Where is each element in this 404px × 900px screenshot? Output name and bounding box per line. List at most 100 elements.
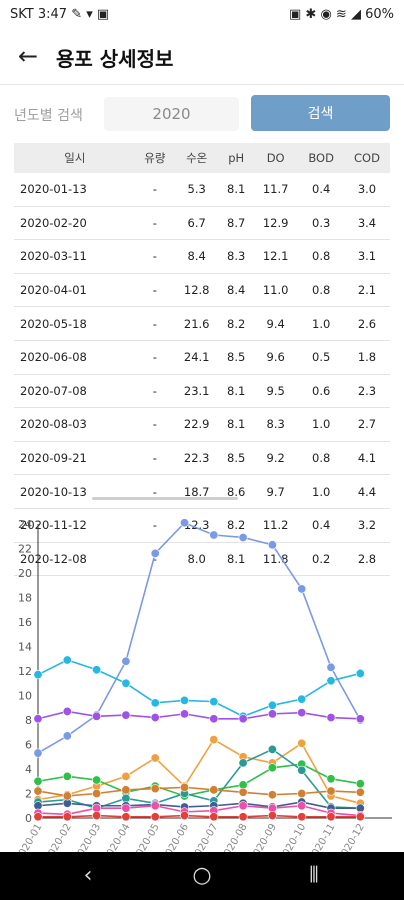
cell-flow: -: [135, 273, 174, 308]
y-tick-label: 22: [18, 543, 32, 556]
data-point: [326, 774, 336, 784]
status-right: ▣ ✱ ◉ ≋ ◢ 60%: [289, 7, 394, 22]
cell-do: 9.2: [252, 441, 299, 476]
table-row: 2020-08-03-22.9 8.1 8.3 1.0 2.7: [14, 407, 390, 442]
back-arrow-icon[interactable]: ←: [17, 42, 39, 70]
x-tick-label: 2020-10: [278, 822, 308, 852]
cell-do: 12.9: [252, 206, 299, 241]
nav-recents-icon[interactable]: ⦀: [309, 863, 319, 888]
nav-back-icon[interactable]: ‹: [83, 863, 93, 888]
data-point: [355, 714, 365, 724]
status-time: SKT 3:47: [10, 7, 68, 22]
data-point: [297, 812, 307, 822]
cell-cod: 2.7: [343, 407, 390, 442]
year-input[interactable]: [104, 97, 239, 131]
col-header-date: 일시: [14, 143, 136, 173]
system-icons: ▣ ✱ ◉ ≋ ◢: [289, 7, 361, 22]
data-point: [238, 714, 248, 724]
nav-home-icon[interactable]: ○: [192, 863, 212, 888]
y-tick-label: 8: [25, 714, 32, 727]
data-point: [121, 678, 131, 688]
data-point: [326, 662, 336, 672]
y-tick-label: 2: [25, 788, 32, 801]
cell-water-temp: 12.8: [173, 273, 220, 308]
cell-do: 12.1: [252, 239, 299, 274]
data-point: [92, 811, 102, 821]
data-point: [121, 710, 131, 720]
cell-do: 9.7: [252, 474, 299, 509]
data-point: [267, 700, 277, 710]
data-point: [297, 738, 307, 748]
series-line: [37, 801, 361, 810]
cell-bod: 1.0: [298, 306, 344, 341]
series-line: [37, 738, 361, 805]
cell-bod: 0.8: [298, 441, 344, 476]
col-header-cod: COD: [343, 143, 390, 173]
data-point: [355, 787, 365, 797]
data-point: [180, 811, 190, 821]
cell-date: 2020-01-13: [14, 173, 136, 207]
cell-ph: 8.7: [219, 206, 253, 241]
table-row: 2020-03-11-8.4 8.3 12.1 0.8 3.1: [14, 239, 390, 274]
cell-ph: 8.5: [219, 340, 253, 375]
data-point: [33, 670, 43, 680]
data-point: [33, 714, 43, 724]
data-point: [62, 812, 72, 822]
data-point: [121, 771, 131, 781]
cell-date: 2020-07-08: [14, 374, 136, 409]
cell-water-temp: 18.7: [173, 474, 220, 509]
y-tick-label: 10: [18, 690, 32, 703]
data-point: [33, 748, 43, 758]
table-row: 2020-02-20-6.7 8.7 12.9 0.3 3.4: [14, 206, 390, 241]
search-button[interactable]: 검색: [251, 95, 390, 131]
search-label: 년도별 검색: [14, 108, 83, 124]
y-tick-label: 14: [18, 641, 32, 654]
x-tick-label: 2020-07: [190, 822, 220, 852]
data-point: [267, 540, 277, 550]
cell-bod: 0.4: [298, 508, 344, 543]
data-point: [92, 788, 102, 798]
y-tick-label: 6: [25, 739, 32, 752]
col-header-flow: 유량: [135, 143, 174, 173]
cell-bod: 0.4: [298, 173, 344, 207]
cell-date: 2020-09-21: [14, 441, 136, 476]
y-tick-label: 18: [18, 592, 32, 605]
table-row: 2020-11-12-12.3 8.2 11.2 0.4 3.2: [14, 508, 390, 543]
cell-bod: 0.8: [298, 273, 344, 308]
data-point: [355, 812, 365, 822]
data-point: [150, 784, 160, 794]
data-point: [180, 518, 190, 528]
cell-flow: -: [135, 542, 174, 577]
data-point: [267, 811, 277, 821]
data-point: [150, 753, 160, 763]
cell-do: 9.4: [252, 306, 299, 341]
table-row: 2020-06-08-24.1 8.5 9.6 0.5 1.8: [14, 340, 390, 375]
cell-cod: 4.4: [343, 474, 390, 509]
battery-percent: 60%: [365, 7, 394, 22]
cell-cod: 4.1: [343, 441, 390, 476]
data-point: [209, 785, 219, 795]
data-point: [180, 709, 190, 719]
x-tick-label: 2020-06: [161, 822, 191, 852]
cell-cod: 1.8: [343, 340, 390, 375]
system-nav-bar: ‹ ○ ⦀: [0, 852, 404, 900]
cell-date: 2020-11-12: [14, 508, 136, 543]
table-row: 2020-09-21-22.3 8.5 9.2 0.8 4.1: [14, 441, 390, 476]
cell-do: 9.6: [252, 340, 299, 375]
cell-cod: 2.8: [343, 542, 390, 577]
x-tick-label: 2020-08: [219, 822, 249, 852]
cell-date: 2020-05-18: [14, 306, 136, 341]
cell-water-temp: 22.3: [173, 441, 220, 476]
table-row: 2020-07-08-23.1 8.1 9.5 0.6 2.3: [14, 374, 390, 409]
data-point: [326, 676, 336, 686]
table-header-row: 일시 유량 수온 pH DO BOD COD: [14, 143, 390, 173]
cell-date: 2020-04-01: [14, 273, 136, 308]
cell-date: 2020-08-03: [14, 407, 136, 442]
cell-bod: 1.0: [298, 474, 344, 509]
cell-cod: 3.0: [343, 173, 390, 207]
table-row: 2020-01-13-5.3 8.1 11.7 0.4 3.0: [14, 173, 390, 207]
cell-cod: 2.3: [343, 374, 390, 409]
y-tick-label: 24: [18, 518, 32, 531]
chart-series: [33, 518, 365, 822]
table-body: 2020-01-13-5.3 8.1 11.7 0.4 3.0 2020-02-20-6.…: [14, 173, 390, 577]
